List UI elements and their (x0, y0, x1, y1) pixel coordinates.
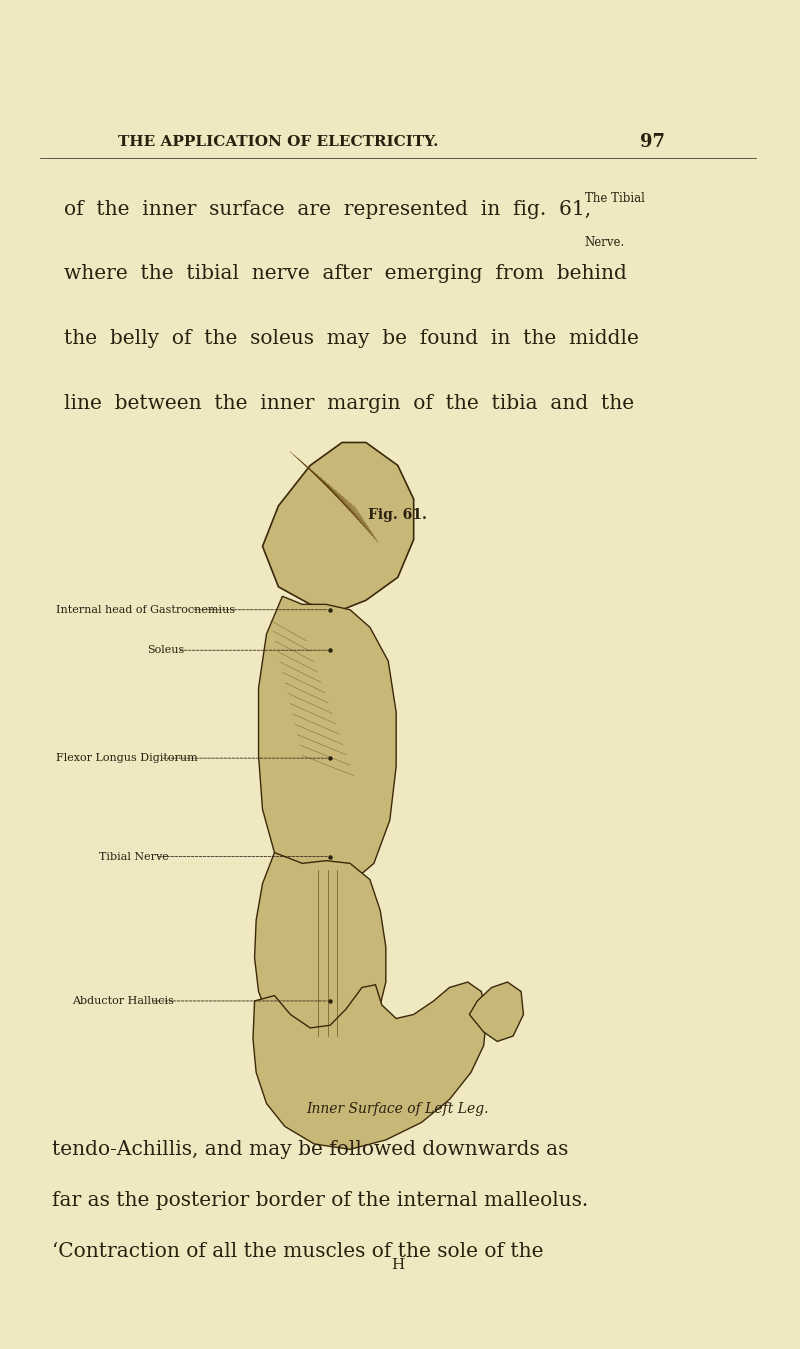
Text: tendo-Achillis, and may be followed downwards as: tendo-Achillis, and may be followed down… (52, 1140, 568, 1159)
Text: Inner Surface of Left Leg.: Inner Surface of Left Leg. (306, 1102, 489, 1116)
Text: Internal head of Gastrocnemius: Internal head of Gastrocnemius (56, 604, 235, 615)
Polygon shape (254, 853, 386, 1045)
Text: of  the  inner  surface  are  represented  in  fig.  61,: of the inner surface are represented in … (64, 200, 590, 219)
Text: Soleus: Soleus (147, 645, 185, 656)
Text: Nerve.: Nerve. (585, 236, 625, 250)
Polygon shape (258, 596, 396, 888)
Polygon shape (262, 442, 414, 610)
Text: Fig. 61.: Fig. 61. (368, 509, 427, 522)
Text: line  between  the  inner  margin  of  the  tibia  and  the: line between the inner margin of the tib… (64, 394, 634, 413)
Text: where  the  tibial  nerve  after  emerging  from  behind: where the tibial nerve after emerging fr… (64, 264, 626, 283)
Text: H: H (391, 1259, 404, 1272)
Text: the  belly  of  the  soleus  may  be  found  in  the  middle: the belly of the soleus may be found in … (64, 329, 638, 348)
Text: THE APPLICATION OF ELECTRICITY.: THE APPLICATION OF ELECTRICITY. (118, 135, 438, 148)
Text: The Tibial: The Tibial (585, 192, 645, 205)
Polygon shape (253, 982, 487, 1149)
Text: ‘Contraction of all the muscles of the sole of the: ‘Contraction of all the muscles of the s… (52, 1242, 543, 1261)
Text: Flexor Longus Digitorum: Flexor Longus Digitorum (56, 753, 198, 764)
Text: far as the posterior border of the internal malleolus.: far as the posterior border of the inter… (52, 1191, 588, 1210)
Text: 97: 97 (640, 132, 665, 151)
Polygon shape (470, 982, 523, 1041)
Text: Tibial Nerve: Tibial Nerve (99, 851, 169, 862)
Text: Abductor Hallucis: Abductor Hallucis (71, 996, 174, 1006)
